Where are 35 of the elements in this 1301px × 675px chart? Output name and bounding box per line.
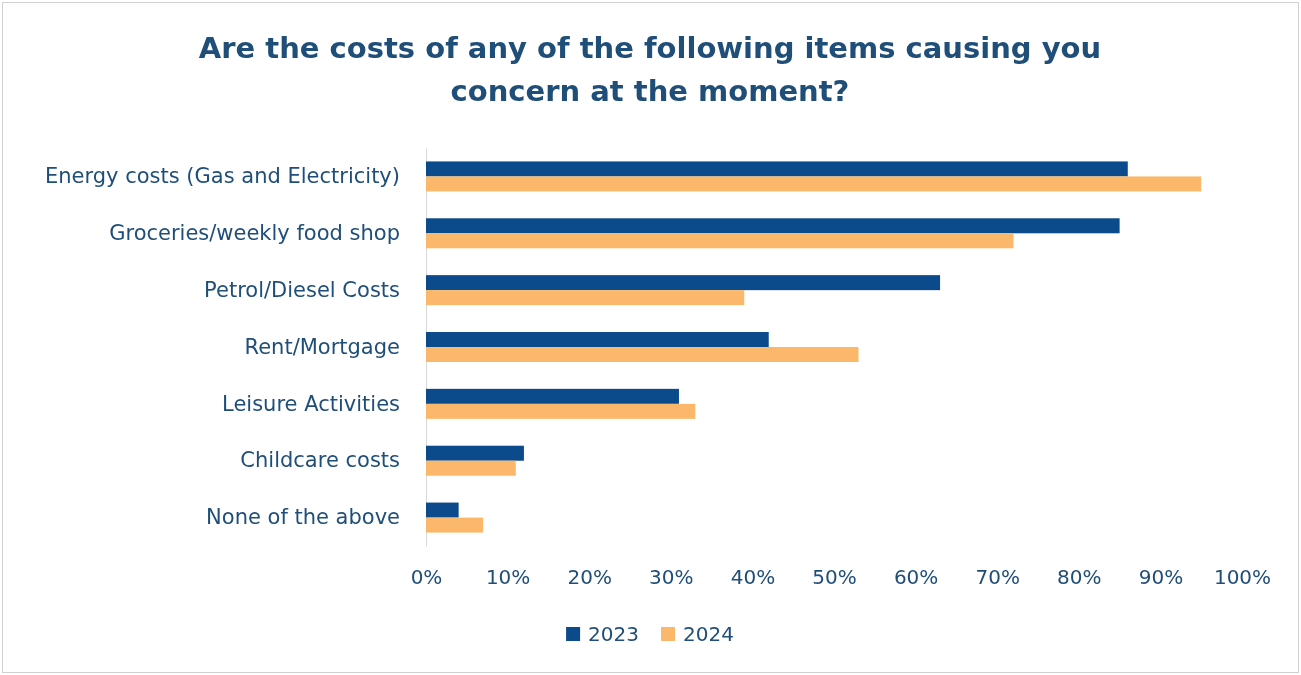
bar <box>426 403 696 419</box>
chart-title: Are the costs of any of the following items causing you concern at the moment? <box>198 31 1102 108</box>
bar <box>426 502 459 518</box>
x-tick-label: 80% <box>1057 565 1102 590</box>
bar <box>426 290 745 306</box>
bar <box>426 176 1202 192</box>
bar <box>426 460 516 476</box>
y-tick-label: Rent/Mortgage <box>244 334 400 359</box>
x-tick-label: 30% <box>649 565 694 590</box>
bar <box>426 388 679 404</box>
bar <box>426 218 1120 234</box>
y-tick-label: Groceries/weekly food shop <box>109 221 400 246</box>
x-tick-label: 10% <box>485 565 531 590</box>
bar <box>426 517 484 533</box>
x-tick-label: 40% <box>730 565 776 590</box>
y-tick-label: Leisure Activities <box>222 391 400 416</box>
x-tick-label: 90% <box>1138 565 1184 590</box>
bar <box>426 347 859 362</box>
bar <box>426 233 1014 249</box>
legend-label: 2024 <box>683 622 734 646</box>
x-tick-label: 60% <box>893 565 939 590</box>
bar <box>426 445 524 461</box>
y-tick-label: None of the above <box>206 505 400 530</box>
legend-label: 2023 <box>588 622 639 646</box>
x-tick-label: 20% <box>567 565 612 590</box>
x-tick-label: 50% <box>812 565 857 590</box>
x-tick-label: 100% <box>1213 565 1272 590</box>
x-tick-label: 0% <box>410 565 443 590</box>
y-tick-label: Energy costs (Gas and Electricity) <box>44 164 400 189</box>
x-tick-label: 70% <box>975 565 1020 590</box>
bar <box>426 161 1128 177</box>
y-tick-label: Childcare costs <box>240 448 400 473</box>
bar <box>426 332 769 347</box>
y-tick-label: Petrol/Diesel Costs <box>204 277 400 302</box>
bar <box>426 275 941 291</box>
